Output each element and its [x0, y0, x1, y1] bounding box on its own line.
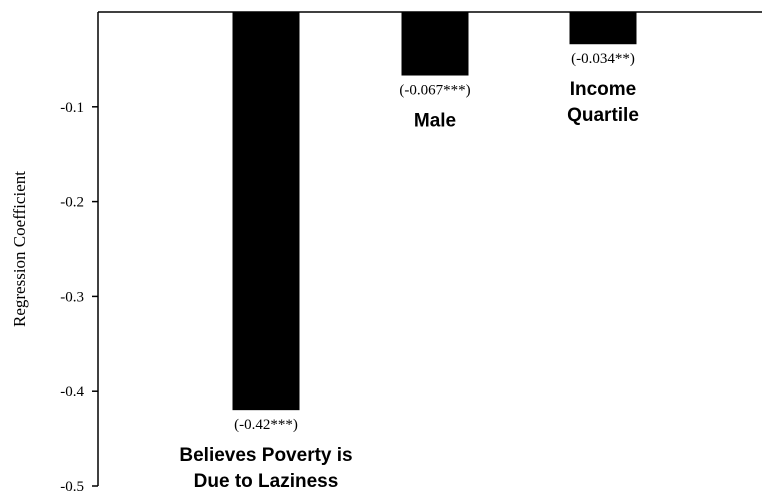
value-labels: (-0.42***) (-0.067***) (-0.034**) [234, 51, 635, 433]
y-axis-title: Regression Coefficient [10, 171, 29, 327]
y-tick-label: -0.2 [60, 195, 84, 211]
y-axis-ticks: -0.1 -0.2 -0.3 -0.4 -0.5 [60, 100, 98, 493]
category-label: Male [414, 111, 456, 132]
category-labels: Believes Poverty is Due to Laziness Male In… [179, 79, 639, 492]
y-tick-label: -0.5 [60, 479, 84, 493]
value-label: (-0.42***) [234, 417, 298, 433]
bars [232, 12, 637, 411]
value-label: (-0.067***) [399, 83, 470, 99]
bar [401, 12, 469, 76]
category-label: Quartile [567, 105, 639, 126]
value-label: (-0.034**) [571, 51, 635, 67]
category-label: Due to Laziness [194, 471, 339, 492]
y-tick-label: -0.1 [60, 100, 84, 116]
bar [569, 12, 637, 45]
bar [232, 12, 300, 411]
category-label: Believes Poverty is [179, 445, 352, 466]
y-tick-label: -0.3 [60, 289, 84, 305]
category-label: Income [570, 79, 637, 100]
y-tick-label: -0.4 [60, 384, 84, 400]
